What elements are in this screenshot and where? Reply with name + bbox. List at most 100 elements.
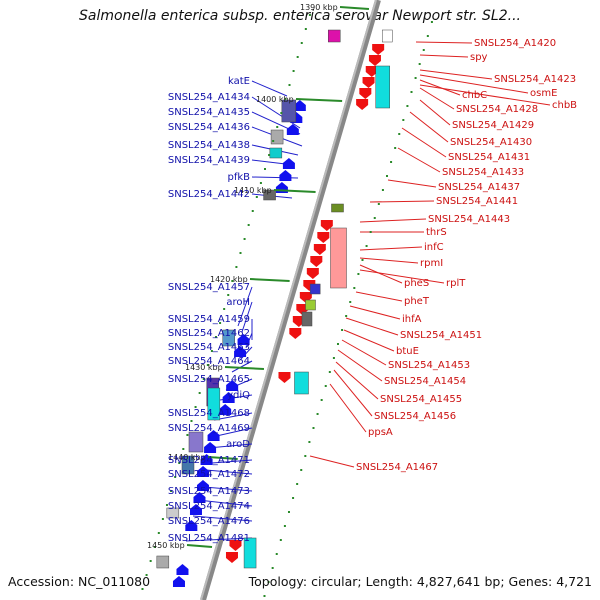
cyan-gene-block bbox=[294, 371, 309, 395]
olive-gene-block bbox=[331, 203, 344, 213]
gene-label-left: SNSL254_A1434 bbox=[168, 92, 250, 103]
connector-right bbox=[359, 257, 419, 264]
tick-mark bbox=[186, 544, 213, 548]
gc-dot bbox=[336, 343, 339, 345]
red-gene-arrow bbox=[310, 256, 323, 267]
blue-gene-arrow bbox=[176, 564, 189, 575]
gc-dot bbox=[377, 203, 380, 205]
gene-label-right: rplT bbox=[446, 278, 466, 289]
gc-dot bbox=[312, 427, 315, 429]
connector-right bbox=[419, 99, 451, 126]
gc-dot bbox=[206, 364, 209, 366]
red-gene-arrow bbox=[372, 44, 385, 55]
connector-right bbox=[341, 339, 387, 366]
grey-gene-block bbox=[301, 311, 313, 327]
gene-label-left: SNSL254_A1471 bbox=[168, 455, 250, 466]
gene-label-left: aroH bbox=[226, 297, 250, 308]
connector-right bbox=[419, 87, 455, 110]
gc-dot bbox=[275, 553, 278, 555]
gc-dot bbox=[231, 280, 234, 282]
connector-right bbox=[345, 317, 399, 336]
tick-label: 1420 kbp bbox=[210, 275, 248, 284]
tick-mark bbox=[249, 278, 290, 282]
gc-dot bbox=[361, 259, 364, 261]
connector-right bbox=[397, 147, 441, 173]
red-gene-arrow bbox=[317, 232, 330, 243]
grey-gene-block bbox=[381, 29, 393, 43]
tick-mark bbox=[339, 6, 370, 10]
gc-dot bbox=[263, 595, 266, 597]
connector-right bbox=[415, 41, 473, 44]
blue-gene-arrow bbox=[197, 466, 210, 477]
gene-label-right: SNSL254_A1451 bbox=[400, 330, 482, 341]
grey-gene-block bbox=[263, 189, 276, 201]
gene-label-right: SNSL254_A1454 bbox=[384, 376, 466, 387]
tick-label: 1410 kbp bbox=[234, 186, 272, 195]
gene-label-right: SNSL254_A1430 bbox=[450, 137, 532, 148]
gc-dot bbox=[214, 336, 217, 338]
gene-label-left: SNSL254_A1438 bbox=[168, 140, 250, 151]
gc-dot bbox=[157, 532, 160, 534]
map-title: Salmonella enterica subsp. enterica sero… bbox=[79, 8, 521, 24]
gene-label-right: chbB bbox=[552, 100, 577, 111]
gc-dot bbox=[394, 147, 397, 149]
connector-right bbox=[337, 349, 383, 382]
gc-dot bbox=[280, 112, 283, 114]
gene-label-left: SNSL254_A1473 bbox=[168, 486, 250, 497]
cyan-gene-block bbox=[207, 387, 221, 421]
blue-gene-block bbox=[309, 283, 321, 295]
gene-label-right: SNSL254_A1455 bbox=[380, 394, 462, 405]
kbp-ticks: 1390 kbp 1400 kbp 1410 kbp 1420 kbp 1430 kbp… bbox=[147, 3, 370, 550]
gene-label-right: SNSL254_A1437 bbox=[438, 182, 520, 193]
gc-dot bbox=[308, 441, 311, 443]
gc-dot bbox=[194, 406, 197, 408]
gc-dot bbox=[153, 546, 156, 548]
cyan-gene-block bbox=[375, 65, 390, 109]
red-gene-arrow bbox=[225, 552, 238, 563]
red-gene-arrow bbox=[356, 99, 369, 110]
connector-right bbox=[419, 79, 461, 96]
tick-mark bbox=[295, 98, 343, 102]
gene-label-right: btuE bbox=[396, 346, 419, 357]
gene-label-right: osmE bbox=[530, 88, 557, 99]
pink-gene-block bbox=[330, 227, 347, 289]
gc-dot bbox=[145, 574, 148, 576]
gene-label-left: SNSL254_A1462 bbox=[168, 328, 250, 339]
gc-dots bbox=[141, 14, 433, 597]
gc-dot bbox=[324, 385, 327, 387]
gc-dot bbox=[186, 434, 189, 436]
gc-dot bbox=[365, 245, 368, 247]
red-gene-arrow bbox=[278, 372, 291, 383]
gc-dot bbox=[255, 196, 258, 198]
gene-label-right: SNSL254_A1433 bbox=[442, 167, 524, 178]
tick-label: 1440 kbp bbox=[168, 453, 206, 462]
tick-label: 1390 kbp bbox=[300, 3, 338, 12]
gc-dot bbox=[267, 581, 270, 583]
connector-right bbox=[419, 69, 493, 80]
gc-dot bbox=[149, 560, 152, 562]
gene-label-right: chbC bbox=[462, 90, 487, 101]
gc-dot bbox=[227, 294, 230, 296]
gc-dot bbox=[296, 483, 299, 485]
blue-gene-arrow bbox=[293, 100, 306, 111]
connector-right bbox=[355, 291, 403, 302]
blue-gene-arrow bbox=[226, 380, 239, 391]
tick-label: 1450 kbp bbox=[147, 541, 185, 550]
gene-label-left: SNSL254_A1465 bbox=[168, 374, 250, 385]
connector-right bbox=[359, 264, 403, 284]
gc-dot bbox=[268, 154, 271, 156]
gene-label-left: SNSL254_A1436 bbox=[168, 122, 250, 133]
gc-dot bbox=[422, 49, 425, 51]
connector-right bbox=[359, 246, 423, 251]
gc-dot bbox=[357, 273, 360, 275]
grey-gene-block bbox=[156, 555, 170, 569]
gc-dot bbox=[239, 252, 242, 254]
gene-label-right: SNSL254_A1420 bbox=[474, 38, 556, 49]
gc-dot bbox=[190, 420, 193, 422]
blue-gene-arrow bbox=[185, 520, 198, 531]
gene-label-left: SNSL254_A1468 bbox=[168, 408, 250, 419]
gc-dot bbox=[418, 63, 421, 65]
gene-label-right: SNSL254_A1441 bbox=[436, 196, 518, 207]
gene-label-right: SNSL254_A1443 bbox=[428, 214, 510, 225]
